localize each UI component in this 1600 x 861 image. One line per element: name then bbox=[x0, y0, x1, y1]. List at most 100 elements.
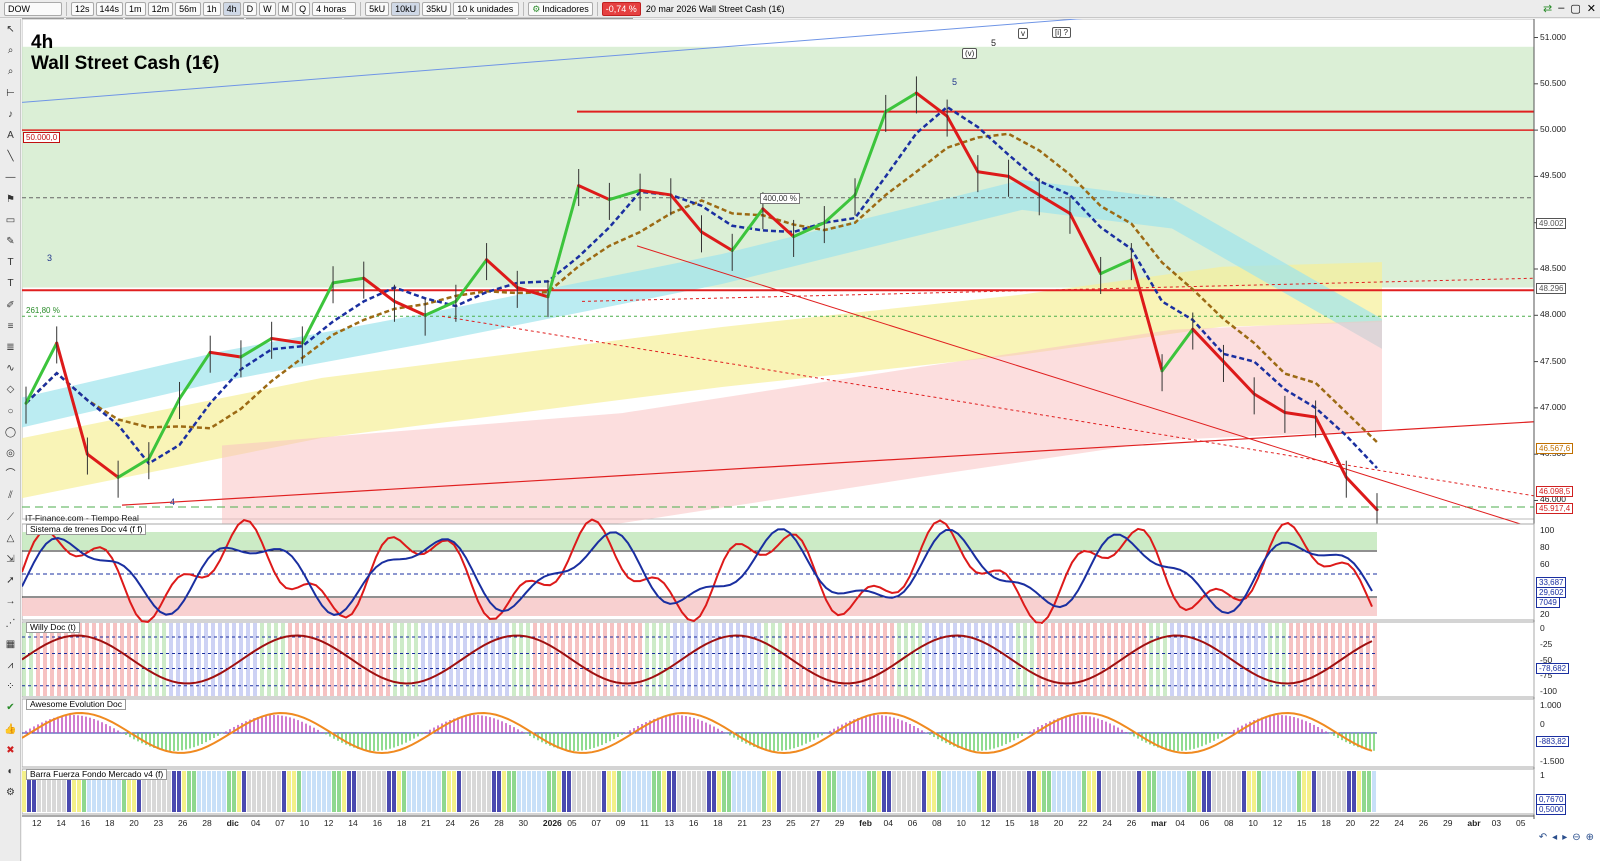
arc-icon[interactable]: ⌒ bbox=[5, 469, 16, 481]
barra-bar bbox=[1307, 771, 1311, 812]
unit-button-10kU[interactable]: 10kU bbox=[391, 1, 421, 16]
barra-bar bbox=[1077, 771, 1081, 812]
willy-bar bbox=[953, 623, 957, 696]
measure-icon[interactable]: ⇲ bbox=[6, 554, 15, 565]
t2-icon[interactable]: T bbox=[7, 278, 14, 290]
price-tag: 46.098,5 bbox=[1536, 486, 1574, 498]
grid-icon[interactable]: ▦ bbox=[5, 638, 16, 650]
arrow-left-icon[interactable]: ◂ bbox=[1552, 832, 1558, 843]
willy-bar bbox=[617, 623, 621, 696]
circle-icon[interactable]: ○ bbox=[7, 405, 14, 417]
arrow-icon[interactable]: ➚ bbox=[6, 575, 15, 587]
timeframe-button-56m[interactable]: 56m bbox=[175, 1, 201, 16]
panel-title-awesome[interactable]: Awesome Evolution Doc bbox=[26, 699, 126, 710]
t-icon[interactable]: T bbox=[7, 257, 14, 269]
unit-button-35kU[interactable]: 35kU bbox=[422, 1, 452, 16]
ma-slow-brown bbox=[25, 132, 1378, 444]
panel-title-trenes[interactable]: Sistema de trenes Doc v4 (f f) bbox=[26, 524, 147, 535]
chart-canvas[interactable] bbox=[22, 19, 1600, 861]
brush-icon[interactable]: ✎ bbox=[6, 236, 15, 247]
undo-icon[interactable]: ↶ bbox=[1538, 832, 1548, 843]
hide-icon[interactable]: ◐ bbox=[7, 766, 14, 777]
barra-bar bbox=[87, 771, 91, 812]
hline-icon[interactable]: — bbox=[5, 172, 16, 184]
timeframe-button-1h[interactable]: 1h bbox=[202, 1, 221, 16]
rect-icon[interactable]: ▭ bbox=[5, 214, 16, 226]
period-select[interactable]: 4 horas bbox=[312, 1, 357, 16]
barra-bar bbox=[1197, 771, 1201, 812]
flag-icon[interactable]: ⚑ bbox=[6, 193, 15, 205]
willy-bar bbox=[834, 623, 838, 696]
unit-button-5kU[interactable]: 5kU bbox=[365, 1, 390, 16]
cycle-icon[interactable]: ◎ bbox=[6, 448, 15, 459]
indicators-button[interactable]: ⚙ Indicadores bbox=[528, 1, 593, 16]
chart-area[interactable]: 4h Wall Street Cash (1€) 50.000,0 261,80… bbox=[22, 19, 1600, 861]
willy-bar bbox=[288, 623, 292, 696]
maximize-icon[interactable]: ▢ bbox=[1570, 3, 1581, 15]
delete-icon[interactable]: ✖ bbox=[6, 744, 15, 756]
willy-bar bbox=[1142, 623, 1146, 696]
pen-icon[interactable]: ✐ bbox=[6, 299, 15, 311]
zoom-in-icon[interactable]: ⊕ bbox=[1585, 832, 1594, 843]
ray-icon[interactable]: → bbox=[5, 596, 16, 608]
symbol-select[interactable]: DOW bbox=[4, 1, 62, 16]
timeframe-button-12s[interactable]: 12s bbox=[71, 1, 94, 16]
shapes-icon[interactable]: ◇ bbox=[6, 384, 15, 396]
text-icon[interactable]: A bbox=[7, 130, 14, 141]
arrow-right-icon[interactable]: ▸ bbox=[1562, 832, 1568, 843]
panel-title-barra[interactable]: Barra Fuerza Fondo Mercado v4 (f) bbox=[26, 769, 168, 780]
willy-bar bbox=[729, 623, 733, 696]
timeframe-button-144s[interactable]: 144s bbox=[95, 1, 124, 16]
zoom-icon[interactable]: ⌕ bbox=[7, 45, 14, 57]
willy-bar bbox=[869, 623, 873, 696]
pitch-icon[interactable]: ⩘ bbox=[7, 660, 14, 671]
bell-icon[interactable]: ♪ bbox=[8, 108, 13, 120]
willy-bar bbox=[1366, 623, 1370, 696]
timeframe-button-Q[interactable]: Q bbox=[295, 1, 311, 16]
barra-bar bbox=[347, 771, 351, 812]
channel-icon[interactable]: ⫽ bbox=[8, 490, 13, 502]
dots-icon[interactable]: ⁘ bbox=[6, 681, 15, 693]
close-icon[interactable]: ✕ bbox=[1586, 3, 1596, 15]
timeframe-button-M[interactable]: M bbox=[277, 1, 294, 16]
timeframe-button-12m[interactable]: 12m bbox=[147, 1, 174, 16]
barra-bar bbox=[1227, 771, 1231, 812]
timeframe-button-W[interactable]: W bbox=[259, 1, 276, 16]
barra-bar bbox=[1132, 771, 1136, 812]
units-select[interactable]: 10 k unidades bbox=[453, 1, 520, 16]
willy-bar bbox=[134, 623, 138, 696]
minimize-icon[interactable]: – bbox=[1558, 2, 1565, 14]
willy-bar bbox=[64, 623, 68, 696]
pointer-icon[interactable]: ↖ bbox=[6, 24, 15, 35]
panel-title-willy[interactable]: Willy Doc (t) bbox=[26, 622, 80, 633]
barra-bar bbox=[1347, 771, 1351, 812]
willy-bar bbox=[1359, 623, 1363, 696]
triangle-icon[interactable]: △ bbox=[6, 532, 15, 544]
ellipse-icon[interactable]: ◯ bbox=[4, 426, 17, 438]
timeframe-button-1m[interactable]: 1m bbox=[125, 1, 146, 16]
source-label: IT-Finance.com - Tiempo Real bbox=[25, 513, 139, 523]
willy-bar bbox=[1184, 623, 1188, 696]
barra-bar bbox=[907, 771, 911, 812]
fan-icon[interactable]: ⋰ bbox=[5, 617, 16, 629]
willy-bar bbox=[1324, 623, 1328, 696]
check-icon[interactable]: ✔ bbox=[6, 702, 15, 714]
trend-icon[interactable]: ⟋ bbox=[7, 511, 14, 523]
timeframe-button-D[interactable]: D bbox=[242, 1, 258, 16]
fib-icon[interactable]: ≣ bbox=[6, 342, 15, 353]
willy-bar bbox=[344, 623, 348, 696]
zoom-out-icon[interactable]: ⊖ bbox=[1572, 832, 1581, 843]
ruler-icon[interactable]: ⊢ bbox=[6, 87, 15, 99]
timeframe-button-4h[interactable]: 4h bbox=[222, 1, 241, 16]
barra-bar bbox=[367, 771, 371, 812]
zoom-area-icon[interactable]: ⌕ bbox=[7, 66, 14, 78]
price-segment bbox=[792, 221, 826, 239]
willy-bar bbox=[876, 623, 880, 696]
wave-icon[interactable]: ∿ bbox=[6, 363, 15, 375]
bars-icon[interactable]: ≡ bbox=[7, 320, 14, 332]
barra-bar bbox=[337, 771, 341, 812]
sync-icon[interactable]: ⇄ bbox=[1543, 3, 1553, 15]
thumb-icon[interactable]: 👍 bbox=[4, 723, 17, 735]
line-icon[interactable]: ╲ bbox=[7, 151, 14, 163]
settings-icon[interactable]: ⚙ bbox=[6, 787, 15, 799]
